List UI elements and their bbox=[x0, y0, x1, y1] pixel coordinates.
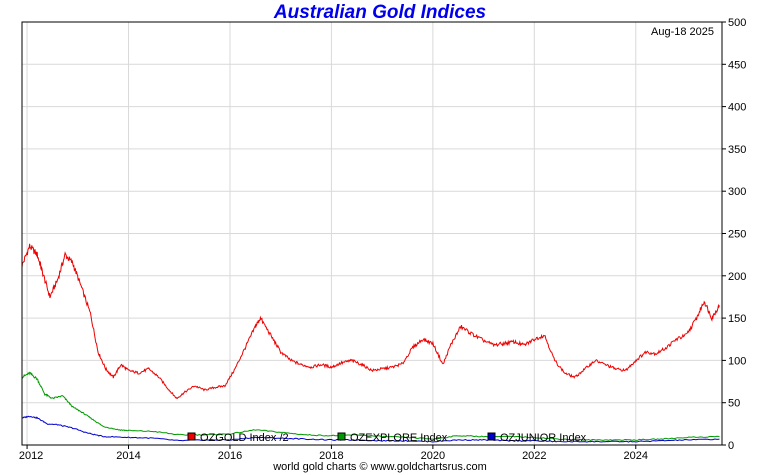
series-line-1 bbox=[21, 243, 720, 399]
y-tick-label: 100 bbox=[728, 355, 746, 367]
grid-lines bbox=[22, 22, 722, 445]
y-tick-label: 300 bbox=[728, 186, 746, 198]
series-line-3 bbox=[21, 415, 720, 443]
x-tick-label: 2012 bbox=[19, 450, 43, 460]
x-tick-label: 2022 bbox=[522, 450, 546, 460]
y-tick-label: 400 bbox=[728, 102, 746, 114]
y-tick-label: 450 bbox=[728, 59, 746, 71]
legend: OZGOLD Index /2 OZEXPLORE Index OZJUNIOR I… bbox=[187, 432, 587, 444]
legend-swatch bbox=[337, 432, 346, 441]
y-axis: 0 50 100 150 200 250 300 350 400 450 500 bbox=[722, 17, 746, 452]
footer-credit: world gold charts © www.goldchartsrus.co… bbox=[273, 461, 487, 473]
legend-swatch bbox=[487, 432, 496, 441]
date-label: Aug-18 2025 bbox=[651, 26, 714, 38]
y-tick-label: 0 bbox=[728, 440, 734, 452]
y-tick-label: 250 bbox=[728, 229, 746, 241]
series-line-2 bbox=[21, 371, 720, 441]
y-tick-label: 150 bbox=[728, 313, 746, 325]
x-tick-label: 2018 bbox=[319, 450, 343, 460]
x-tick-label: 2024 bbox=[624, 450, 648, 460]
y-tick-label: 50 bbox=[728, 398, 740, 410]
chart-title: Australian Gold Indices bbox=[273, 2, 487, 23]
legend-label: OZEXPLORE Index bbox=[350, 432, 448, 444]
legend-label: OZGOLD Index /2 bbox=[200, 432, 289, 444]
x-axis: 2012 2014 2016 2018 2020 2022 2024 bbox=[19, 445, 648, 460]
series-group bbox=[21, 243, 720, 443]
y-tick-label: 350 bbox=[728, 144, 746, 156]
legend-label: OZJUNIOR Index bbox=[500, 432, 587, 444]
x-tick-label: 2020 bbox=[421, 450, 445, 460]
x-tick-label: 2014 bbox=[116, 450, 140, 460]
legend-swatch bbox=[187, 432, 196, 441]
y-tick-label: 500 bbox=[728, 17, 746, 29]
x-tick-label: 2016 bbox=[218, 450, 242, 460]
y-tick-label: 200 bbox=[728, 271, 746, 283]
